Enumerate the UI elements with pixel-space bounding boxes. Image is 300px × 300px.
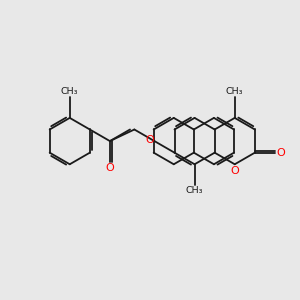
Text: O: O xyxy=(230,166,239,176)
Text: CH₃: CH₃ xyxy=(226,87,244,96)
Text: O: O xyxy=(146,135,154,145)
Text: O: O xyxy=(106,164,114,173)
Text: O: O xyxy=(277,148,285,158)
Text: CH₃: CH₃ xyxy=(186,186,203,195)
Text: CH₃: CH₃ xyxy=(61,87,79,96)
